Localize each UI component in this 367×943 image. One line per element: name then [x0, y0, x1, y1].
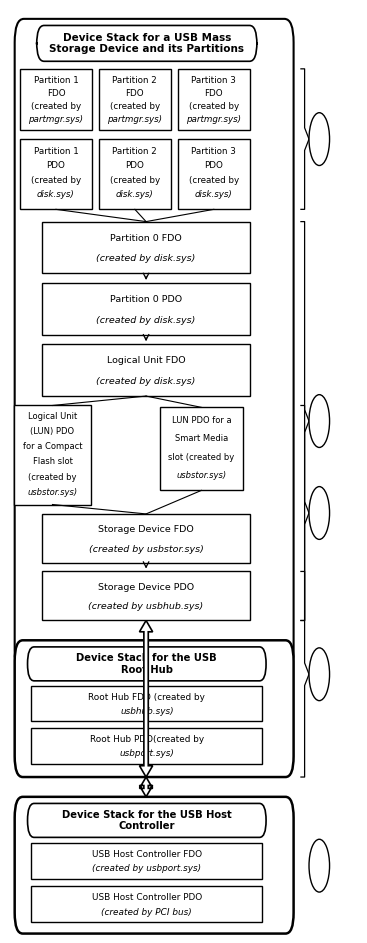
- Text: Partition 1: Partition 1: [34, 147, 78, 157]
- Bar: [160, 407, 243, 490]
- Text: usbport.sys): usbport.sys): [119, 750, 174, 758]
- Text: Root Hub PDO(created by: Root Hub PDO(created by: [90, 735, 204, 744]
- Text: Partition 3: Partition 3: [191, 75, 236, 85]
- Text: (created by: (created by: [189, 102, 239, 111]
- Text: Device Stack for the USB Host
Controller: Device Stack for the USB Host Controller: [62, 810, 232, 831]
- Bar: [99, 69, 171, 130]
- Bar: [178, 69, 250, 130]
- Bar: [31, 728, 262, 764]
- FancyBboxPatch shape: [15, 19, 294, 674]
- FancyBboxPatch shape: [15, 797, 294, 934]
- Text: (created by disk.sys): (created by disk.sys): [97, 377, 196, 386]
- Text: Logical Unit: Logical Unit: [28, 412, 77, 421]
- Text: Root Hub FDO (created by: Root Hub FDO (created by: [88, 692, 205, 702]
- Bar: [42, 571, 250, 620]
- Text: (created by usbhub.sys): (created by usbhub.sys): [88, 603, 204, 611]
- Bar: [42, 283, 250, 335]
- Bar: [14, 405, 91, 505]
- Text: partmgr.sys): partmgr.sys): [29, 115, 83, 124]
- FancyBboxPatch shape: [15, 640, 294, 777]
- Text: (created by: (created by: [31, 175, 81, 185]
- Text: usbstor.sys): usbstor.sys): [28, 488, 77, 497]
- Text: (created by PCI bus): (created by PCI bus): [101, 908, 192, 917]
- Circle shape: [309, 648, 330, 701]
- Text: disk.sys): disk.sys): [195, 190, 233, 199]
- Text: (created by disk.sys): (created by disk.sys): [97, 255, 196, 263]
- Bar: [20, 69, 92, 130]
- Text: 2: 2: [315, 668, 324, 681]
- Text: (created by: (created by: [189, 175, 239, 185]
- Bar: [31, 886, 262, 922]
- Polygon shape: [139, 777, 153, 797]
- Text: FDO: FDO: [204, 89, 223, 98]
- Bar: [42, 222, 250, 273]
- Text: partmgr.sys): partmgr.sys): [186, 115, 241, 124]
- Text: (created by: (created by: [110, 175, 160, 185]
- Text: Partition 3: Partition 3: [191, 147, 236, 157]
- Circle shape: [309, 112, 330, 166]
- Circle shape: [309, 487, 330, 539]
- Text: slot (created by: slot (created by: [168, 453, 235, 462]
- Text: Partition 2: Partition 2: [113, 147, 157, 157]
- Bar: [99, 139, 171, 209]
- Text: Flash slot: Flash slot: [33, 457, 72, 467]
- Text: (LUN) PDO: (LUN) PDO: [30, 427, 75, 436]
- Text: usbstor.sys): usbstor.sys): [177, 472, 226, 480]
- Text: disk.sys): disk.sys): [37, 190, 75, 199]
- Text: Logical Unit FDO: Logical Unit FDO: [107, 356, 185, 365]
- Text: Storage Device FDO: Storage Device FDO: [98, 525, 194, 534]
- Text: 5: 5: [315, 133, 324, 145]
- Text: PDO: PDO: [204, 161, 223, 171]
- Text: USB Host Controller PDO: USB Host Controller PDO: [92, 893, 202, 902]
- Text: PDO: PDO: [47, 161, 65, 171]
- Text: Storage Device PDO: Storage Device PDO: [98, 583, 194, 591]
- Text: (created by: (created by: [28, 472, 77, 482]
- Text: Partition 2: Partition 2: [113, 75, 157, 85]
- Text: PDO: PDO: [126, 161, 144, 171]
- Text: (created by usbport.sys): (created by usbport.sys): [92, 865, 201, 873]
- Text: Device Stack for the USB
Root Hub: Device Stack for the USB Root Hub: [76, 653, 217, 674]
- Text: USB Host Controller FDO: USB Host Controller FDO: [92, 850, 202, 859]
- Bar: [31, 843, 262, 879]
- Text: partmgr.sys): partmgr.sys): [108, 115, 162, 124]
- Text: 1: 1: [315, 859, 324, 872]
- Text: (created by: (created by: [110, 102, 160, 111]
- Text: FDO: FDO: [47, 89, 65, 98]
- Text: (created by disk.sys): (created by disk.sys): [97, 316, 196, 324]
- Bar: [31, 686, 262, 721]
- Polygon shape: [139, 620, 153, 777]
- Text: Partition 0 FDO: Partition 0 FDO: [110, 234, 182, 242]
- Bar: [42, 344, 250, 396]
- Text: Smart Media: Smart Media: [175, 434, 228, 443]
- Text: usbhub.sys): usbhub.sys): [120, 707, 174, 716]
- FancyBboxPatch shape: [37, 25, 257, 61]
- Text: 4: 4: [315, 415, 324, 427]
- Text: for a Compact: for a Compact: [23, 442, 82, 451]
- Circle shape: [309, 839, 330, 892]
- Text: FDO: FDO: [126, 89, 144, 98]
- Text: (created by usbstor.sys): (created by usbstor.sys): [88, 545, 204, 554]
- Text: Partition 0 PDO: Partition 0 PDO: [110, 295, 182, 304]
- Text: disk.sys): disk.sys): [116, 190, 154, 199]
- Bar: [178, 139, 250, 209]
- Bar: [20, 139, 92, 209]
- FancyBboxPatch shape: [28, 647, 266, 681]
- Text: (created by: (created by: [31, 102, 81, 111]
- Bar: [42, 514, 250, 563]
- Text: LUN PDO for a: LUN PDO for a: [172, 416, 231, 424]
- Text: Device Stack for a USB Mass
Storage Device and its Partitions: Device Stack for a USB Mass Storage Devi…: [49, 33, 244, 54]
- Text: 3: 3: [315, 506, 324, 520]
- FancyBboxPatch shape: [28, 803, 266, 837]
- Circle shape: [309, 394, 330, 447]
- Text: Partition 1: Partition 1: [34, 75, 78, 85]
